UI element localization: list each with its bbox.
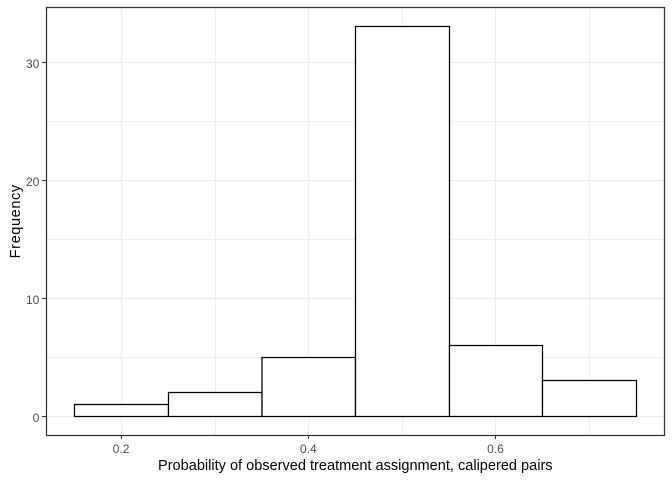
- svg-text:0.2: 0.2: [113, 442, 130, 456]
- svg-text:30: 30: [26, 57, 40, 71]
- svg-text:Probability of observed treatm: Probability of observed treatment assign…: [158, 458, 553, 474]
- svg-text:Frequency: Frequency: [8, 184, 24, 258]
- svg-text:0.6: 0.6: [487, 442, 504, 456]
- svg-text:0: 0: [33, 411, 40, 425]
- svg-text:10: 10: [26, 293, 40, 307]
- svg-text:20: 20: [26, 175, 40, 189]
- svg-text:0.4: 0.4: [300, 442, 317, 456]
